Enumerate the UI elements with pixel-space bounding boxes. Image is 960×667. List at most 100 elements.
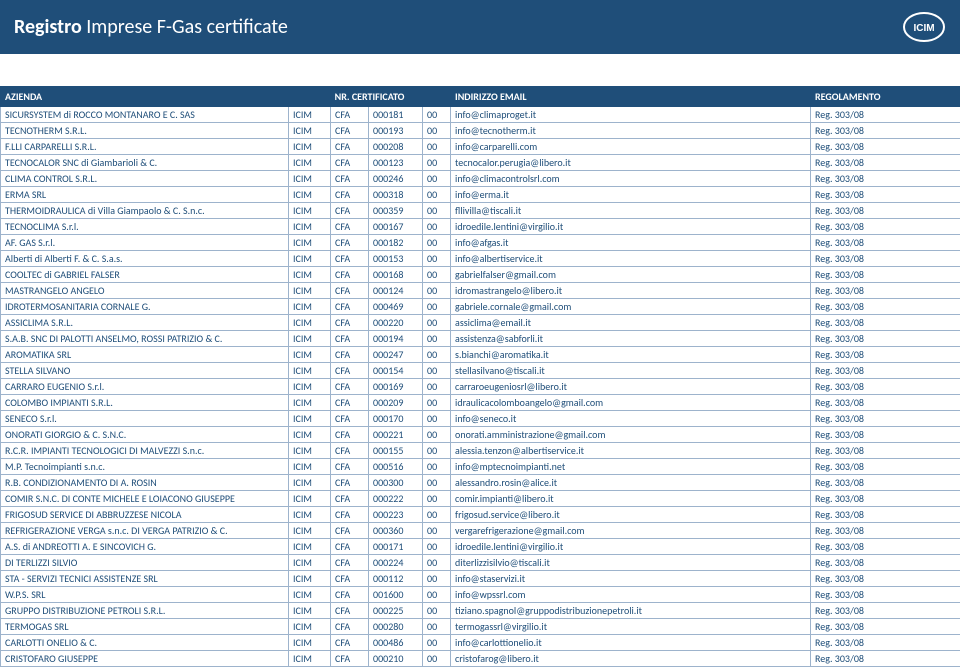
cell-a: REFRIGERAZIONE VERGA s.n.c. DI VERGA PAT…: [1, 523, 289, 539]
cell-d: 000112: [369, 571, 423, 587]
cell-a: R.B. CONDIZIONAMENTO DI A. ROSIN: [1, 475, 289, 491]
cell-b: ICIM: [289, 123, 331, 139]
cell-d: 000170: [369, 411, 423, 427]
table-row: CLIMA CONTROL S.R.L.ICIMCFA00024600info@…: [1, 171, 960, 187]
cell-g: Reg. 303/08: [811, 395, 960, 411]
cell-g: Reg. 303/08: [811, 283, 960, 299]
cell-b: ICIM: [289, 459, 331, 475]
cell-a: THERMOIDRAULICA di Villa Giampaolo & C. …: [1, 203, 289, 219]
table-row: TECNOTHERM S.R.L.ICIMCFA00019300info@tec…: [1, 123, 960, 139]
table-row: COOLTEC di GABRIEL FALSERICIMCFA00016800…: [1, 267, 960, 283]
cell-e: 00: [423, 619, 451, 635]
cell-b: ICIM: [289, 331, 331, 347]
table-row: STA - SERVIZI TECNICI ASSISTENZE SRLICIM…: [1, 571, 960, 587]
cell-b: ICIM: [289, 427, 331, 443]
col-email: INDIRIZZO EMAIL: [451, 87, 811, 107]
cell-f: tiziano.spagnol@gruppodistribuzionepetro…: [451, 603, 811, 619]
icim-logo-icon: ICIM: [902, 10, 946, 44]
cell-f: info@erma.it: [451, 187, 811, 203]
cell-a: MASTRANGELO ANGELO: [1, 283, 289, 299]
cell-c: CFA: [331, 235, 369, 251]
table-body: SICURSYSTEM di ROCCO MONTANARO E C. SASI…: [1, 107, 960, 667]
cell-a: SICURSYSTEM di ROCCO MONTANARO E C. SAS: [1, 107, 289, 123]
cell-g: Reg. 303/08: [811, 347, 960, 363]
cell-f: assiclima@email.it: [451, 315, 811, 331]
table-row: M.P. Tecnoimpianti s.n.c.ICIMCFA00051600…: [1, 459, 960, 475]
cell-e: 00: [423, 523, 451, 539]
title-strong: Registro: [14, 15, 82, 39]
cell-d: 000123: [369, 155, 423, 171]
table-row: R.B. CONDIZIONAMENTO DI A. ROSINICIMCFA0…: [1, 475, 960, 491]
cell-b: ICIM: [289, 635, 331, 651]
cell-d: 000220: [369, 315, 423, 331]
cell-c: CFA: [331, 571, 369, 587]
cell-c: CFA: [331, 219, 369, 235]
cell-f: alessandro.rosin@alice.it: [451, 475, 811, 491]
cell-d: 000221: [369, 427, 423, 443]
cell-c: CFA: [331, 587, 369, 603]
cell-a: CLIMA CONTROL S.R.L.: [1, 171, 289, 187]
cell-d: 000486: [369, 635, 423, 651]
cell-e: 00: [423, 635, 451, 651]
cell-e: 00: [423, 107, 451, 123]
cell-a: STA - SERVIZI TECNICI ASSISTENZE SRL: [1, 571, 289, 587]
cell-d: 000247: [369, 347, 423, 363]
table-row: TECNOCLIMA S.r.l.ICIMCFA00016700idroedil…: [1, 219, 960, 235]
cell-f: onorati.amministrazione@gmail.com: [451, 427, 811, 443]
cell-d: 000182: [369, 235, 423, 251]
cell-g: Reg. 303/08: [811, 171, 960, 187]
cell-f: assistenza@sabforli.it: [451, 331, 811, 347]
cell-a: AROMATIKA SRL: [1, 347, 289, 363]
cell-c: CFA: [331, 139, 369, 155]
cell-b: ICIM: [289, 443, 331, 459]
cell-g: Reg. 303/08: [811, 587, 960, 603]
cell-f: idroedile.lentini@virgilio.it: [451, 539, 811, 555]
table-row: CRISTOFARO GIUSEPPEICIMCFA00021000cristo…: [1, 651, 960, 667]
cell-b: ICIM: [289, 267, 331, 283]
cell-d: 000209: [369, 395, 423, 411]
cell-c: CFA: [331, 459, 369, 475]
cell-g: Reg. 303/08: [811, 331, 960, 347]
cell-b: ICIM: [289, 347, 331, 363]
cell-d: 000224: [369, 555, 423, 571]
cell-a: COMIR S.N.C. DI CONTE MICHELE E LOIACONO…: [1, 491, 289, 507]
cell-f: vergarefrigerazione@gmail.com: [451, 523, 811, 539]
cell-a: GRUPPO DISTRIBUZIONE PETROLI S.R.L.: [1, 603, 289, 619]
cell-d: 000516: [369, 459, 423, 475]
cell-e: 00: [423, 331, 451, 347]
cell-d: 000181: [369, 107, 423, 123]
table-row: STELLA SILVANOICIMCFA00015400stellasilva…: [1, 363, 960, 379]
cell-c: CFA: [331, 475, 369, 491]
col-regolamento: REGOLAMENTO: [811, 87, 960, 107]
cell-g: Reg. 303/08: [811, 603, 960, 619]
cell-b: ICIM: [289, 571, 331, 587]
cell-c: CFA: [331, 251, 369, 267]
cell-d: 000223: [369, 507, 423, 523]
cell-a: TERMOGAS SRL: [1, 619, 289, 635]
cell-g: Reg. 303/08: [811, 443, 960, 459]
cell-c: CFA: [331, 283, 369, 299]
cell-c: CFA: [331, 619, 369, 635]
cell-d: 001600: [369, 587, 423, 603]
cell-b: ICIM: [289, 251, 331, 267]
cell-f: s.bianchi@aromatika.it: [451, 347, 811, 363]
cell-f: info@seneco.it: [451, 411, 811, 427]
cell-c: CFA: [331, 635, 369, 651]
cell-c: CFA: [331, 379, 369, 395]
cell-a: R.C.R. IMPIANTI TECNOLOGICI DI MALVEZZI …: [1, 443, 289, 459]
cell-c: CFA: [331, 411, 369, 427]
cell-c: CFA: [331, 203, 369, 219]
table-row: FRIGOSUD SERVICE DI ABBRUZZESE NICOLAICI…: [1, 507, 960, 523]
cell-f: cristofarog@libero.it: [451, 651, 811, 667]
cell-e: 00: [423, 427, 451, 443]
table-row: MASTRANGELO ANGELOICIMCFA00012400idromas…: [1, 283, 960, 299]
cell-b: ICIM: [289, 619, 331, 635]
cell-e: 00: [423, 315, 451, 331]
cell-d: 000124: [369, 283, 423, 299]
cell-g: Reg. 303/08: [811, 523, 960, 539]
cell-d: 000359: [369, 203, 423, 219]
cell-f: idraulicacolomboangelo@gmail.com: [451, 395, 811, 411]
cell-f: info@staservizi.it: [451, 571, 811, 587]
cell-b: ICIM: [289, 555, 331, 571]
cell-f: info@afgas.it: [451, 235, 811, 251]
